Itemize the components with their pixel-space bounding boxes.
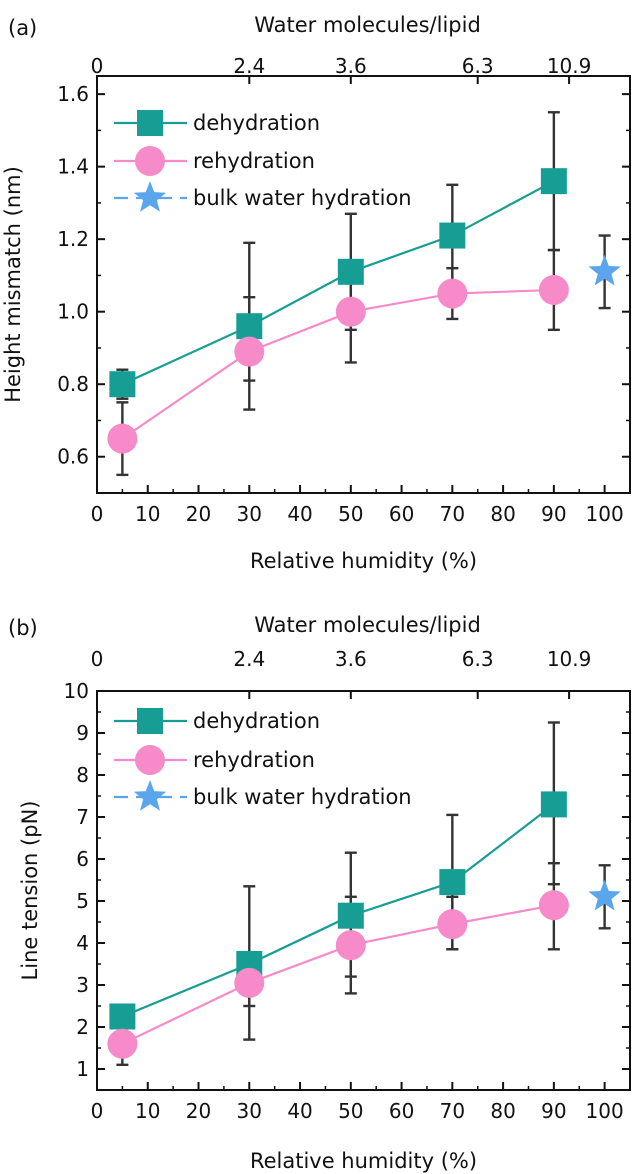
top-tick-label: 2.4 xyxy=(233,54,265,78)
y-tick-label: 0.6 xyxy=(57,445,89,469)
y-axis-title: Line tension (pN) xyxy=(18,801,42,981)
y-tick-label: 1 xyxy=(76,1057,89,1081)
legend-marker-bulk-water-hydration xyxy=(133,181,167,212)
y-tick-label: 0.8 xyxy=(57,372,89,396)
y-axis-title: Height mismatch (nm) xyxy=(1,166,25,403)
x-tick-label: 60 xyxy=(389,1099,414,1123)
legend-label: bulk water hydration xyxy=(193,186,412,210)
x-tick-label: 70 xyxy=(440,502,465,526)
x-tick-label: 10 xyxy=(135,502,160,526)
legend-label: bulk water hydration xyxy=(193,785,412,809)
data-point-dehydration xyxy=(236,313,263,340)
x-tick-label: 100 xyxy=(586,1099,624,1123)
legend-label: rehydration xyxy=(193,748,315,772)
plot-frame xyxy=(96,690,631,1091)
data-point-bulk-water-hydration xyxy=(588,254,621,286)
y-tick-label: 2 xyxy=(76,1015,89,1039)
legend-label: rehydration xyxy=(193,149,315,173)
x-tick-label: 60 xyxy=(389,502,414,526)
data-point-dehydration xyxy=(109,1003,136,1030)
data-point-rehydration xyxy=(107,1028,138,1059)
legend-marker-rehydration xyxy=(135,146,165,176)
data-point-rehydration xyxy=(234,336,265,367)
x-tick-label: 40 xyxy=(287,502,312,526)
top-tick-label: 10.9 xyxy=(547,54,592,78)
y-tick-label: 6 xyxy=(76,847,89,871)
top-axis-title: Water molecules/lipid xyxy=(254,613,481,637)
x-tick-label: 80 xyxy=(490,1099,515,1123)
y-tick-label: 9 xyxy=(76,721,89,745)
panel-label: (b) xyxy=(8,616,38,640)
legend-label: dehydration xyxy=(193,111,320,135)
legend-marker-dehydration xyxy=(137,708,163,734)
x-axis-title: Relative humidity (%) xyxy=(250,1149,477,1173)
y-tick-label: 5 xyxy=(76,889,89,913)
top-tick-label: 3.6 xyxy=(335,647,367,671)
data-point-rehydration xyxy=(107,423,138,454)
panel-a: (a) 0 10 20 30 40 50 60 70 80 90 100 Relative humidi… xyxy=(1,13,631,573)
data-point-rehydration xyxy=(234,967,265,998)
y-tick-label: 1.2 xyxy=(57,227,89,251)
data-point-dehydration xyxy=(337,902,364,929)
top-tick-label: 10.9 xyxy=(547,647,592,671)
y-tick-label: 1.6 xyxy=(57,82,89,106)
y-tick-label: 7 xyxy=(76,805,89,829)
data-point-dehydration xyxy=(540,168,567,195)
data-point-dehydration xyxy=(439,869,466,896)
data-point-rehydration xyxy=(437,909,468,940)
x-tick-label: 70 xyxy=(440,1099,465,1123)
x-tick-label: 30 xyxy=(237,502,262,526)
x-tick-label: 100 xyxy=(586,502,624,526)
top-tick-label: 2.4 xyxy=(233,647,265,671)
y-tick-label: 10 xyxy=(64,679,89,703)
x-tick-label: 80 xyxy=(490,502,515,526)
legend-marker-dehydration xyxy=(137,110,163,136)
x-tick-label: 20 xyxy=(186,502,211,526)
top-tick-label: 3.6 xyxy=(335,54,367,78)
panel-label: (a) xyxy=(8,16,37,40)
data-point-dehydration xyxy=(337,258,364,285)
data-point-dehydration xyxy=(540,791,567,818)
data-point-rehydration xyxy=(437,278,468,309)
top-tick-label: 6.3 xyxy=(462,647,494,671)
data-point-bulk-water-hydration xyxy=(588,879,621,911)
x-tick-label: 90 xyxy=(541,502,566,526)
y-tick-label: 1.4 xyxy=(57,155,89,179)
data-point-dehydration xyxy=(439,222,466,249)
y-tick-label: 3 xyxy=(76,973,89,997)
x-axis-title: Relative humidity (%) xyxy=(250,549,477,573)
x-tick-label: 50 xyxy=(338,502,363,526)
data-point-rehydration xyxy=(335,296,366,327)
legend-marker-bulk-water-hydration xyxy=(133,780,167,811)
plot-frame xyxy=(96,75,631,494)
x-tick-label: 90 xyxy=(541,1099,566,1123)
data-point-dehydration xyxy=(109,371,136,398)
legend-label: dehydration xyxy=(193,709,320,733)
y-tick-label: 1.0 xyxy=(57,300,89,324)
top-tick-label: 0 xyxy=(91,647,104,671)
data-point-rehydration xyxy=(538,274,569,305)
y-tick-label: 4 xyxy=(76,931,89,955)
x-tick-label: 20 xyxy=(186,1099,211,1123)
data-point-rehydration xyxy=(538,890,569,921)
x-tick-label: 10 xyxy=(135,1099,160,1123)
x-tick-label: 0 xyxy=(91,1099,104,1123)
top-tick-label: 0 xyxy=(91,54,104,78)
x-tick-label: 0 xyxy=(91,502,104,526)
data-point-rehydration xyxy=(335,930,366,961)
x-tick-label: 30 xyxy=(237,1099,262,1123)
top-tick-label: 6.3 xyxy=(462,54,494,78)
x-tick-label: 50 xyxy=(338,1099,363,1123)
top-axis-title: Water molecules/lipid xyxy=(254,13,481,37)
legend-marker-rehydration xyxy=(135,745,165,775)
y-tick-label: 8 xyxy=(76,763,89,787)
x-tick-label: 40 xyxy=(287,1099,312,1123)
